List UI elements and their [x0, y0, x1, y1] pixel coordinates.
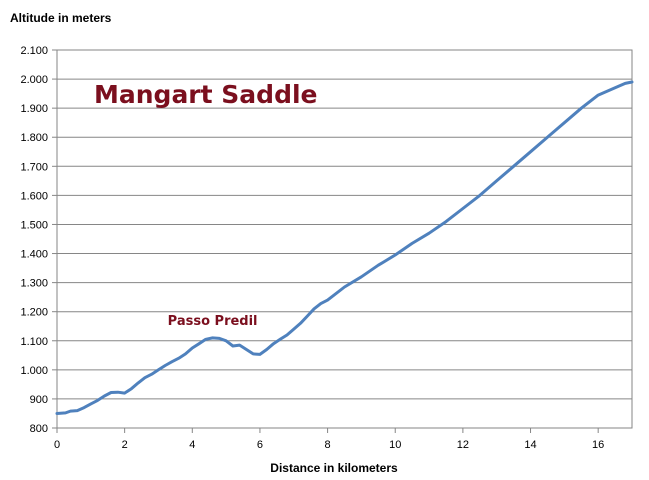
- y-tick-label: 1.100: [20, 336, 48, 348]
- x-tick-label: 2: [122, 439, 128, 451]
- y-tick-label: 800: [30, 423, 48, 435]
- y-tick-label: 2.100: [20, 45, 48, 57]
- y-tick-label: 1.600: [20, 190, 48, 202]
- x-tick-label: 16: [592, 439, 604, 451]
- y-axis-ticks: 800 900 1.000 1.100 1.200 1.300 1.400 1.500 1.60…: [20, 45, 57, 435]
- chart-title: Mangart Saddle: [94, 80, 318, 109]
- altitude-line: [55, 80, 634, 415]
- y-tick-label: 1.700: [20, 161, 48, 173]
- plot-area-frame: [56, 49, 633, 429]
- y-tick-label: 1.800: [20, 132, 48, 144]
- x-axis-ticks: 0 2 4 6 8 10 12 14 16: [54, 428, 604, 451]
- x-tick-label: 6: [257, 439, 263, 451]
- x-tick-label: 4: [189, 439, 195, 451]
- x-tick-label: 14: [524, 439, 536, 451]
- y-tick-label: 1.200: [20, 307, 48, 319]
- y-tick-label: 1.400: [20, 249, 48, 261]
- x-tick-label: 8: [325, 439, 331, 451]
- y-tick-label: 1.300: [20, 278, 48, 290]
- y-tick-label: 2.000: [20, 74, 48, 86]
- y-tick-label: 1.000: [20, 365, 48, 377]
- x-tick-label: 10: [389, 439, 401, 451]
- annotation-passo-predil: Passo Predil: [168, 314, 258, 329]
- y-tick-label: 900: [30, 394, 48, 406]
- x-axis-title: Distance in kilometers: [270, 461, 398, 475]
- x-tick-label: 0: [54, 439, 60, 451]
- y-tick-label: 1.900: [20, 103, 48, 115]
- y-axis-title: Altitude in meters: [10, 11, 112, 25]
- x-tick-label: 12: [457, 439, 469, 451]
- y-tick-label: 1.500: [20, 219, 48, 231]
